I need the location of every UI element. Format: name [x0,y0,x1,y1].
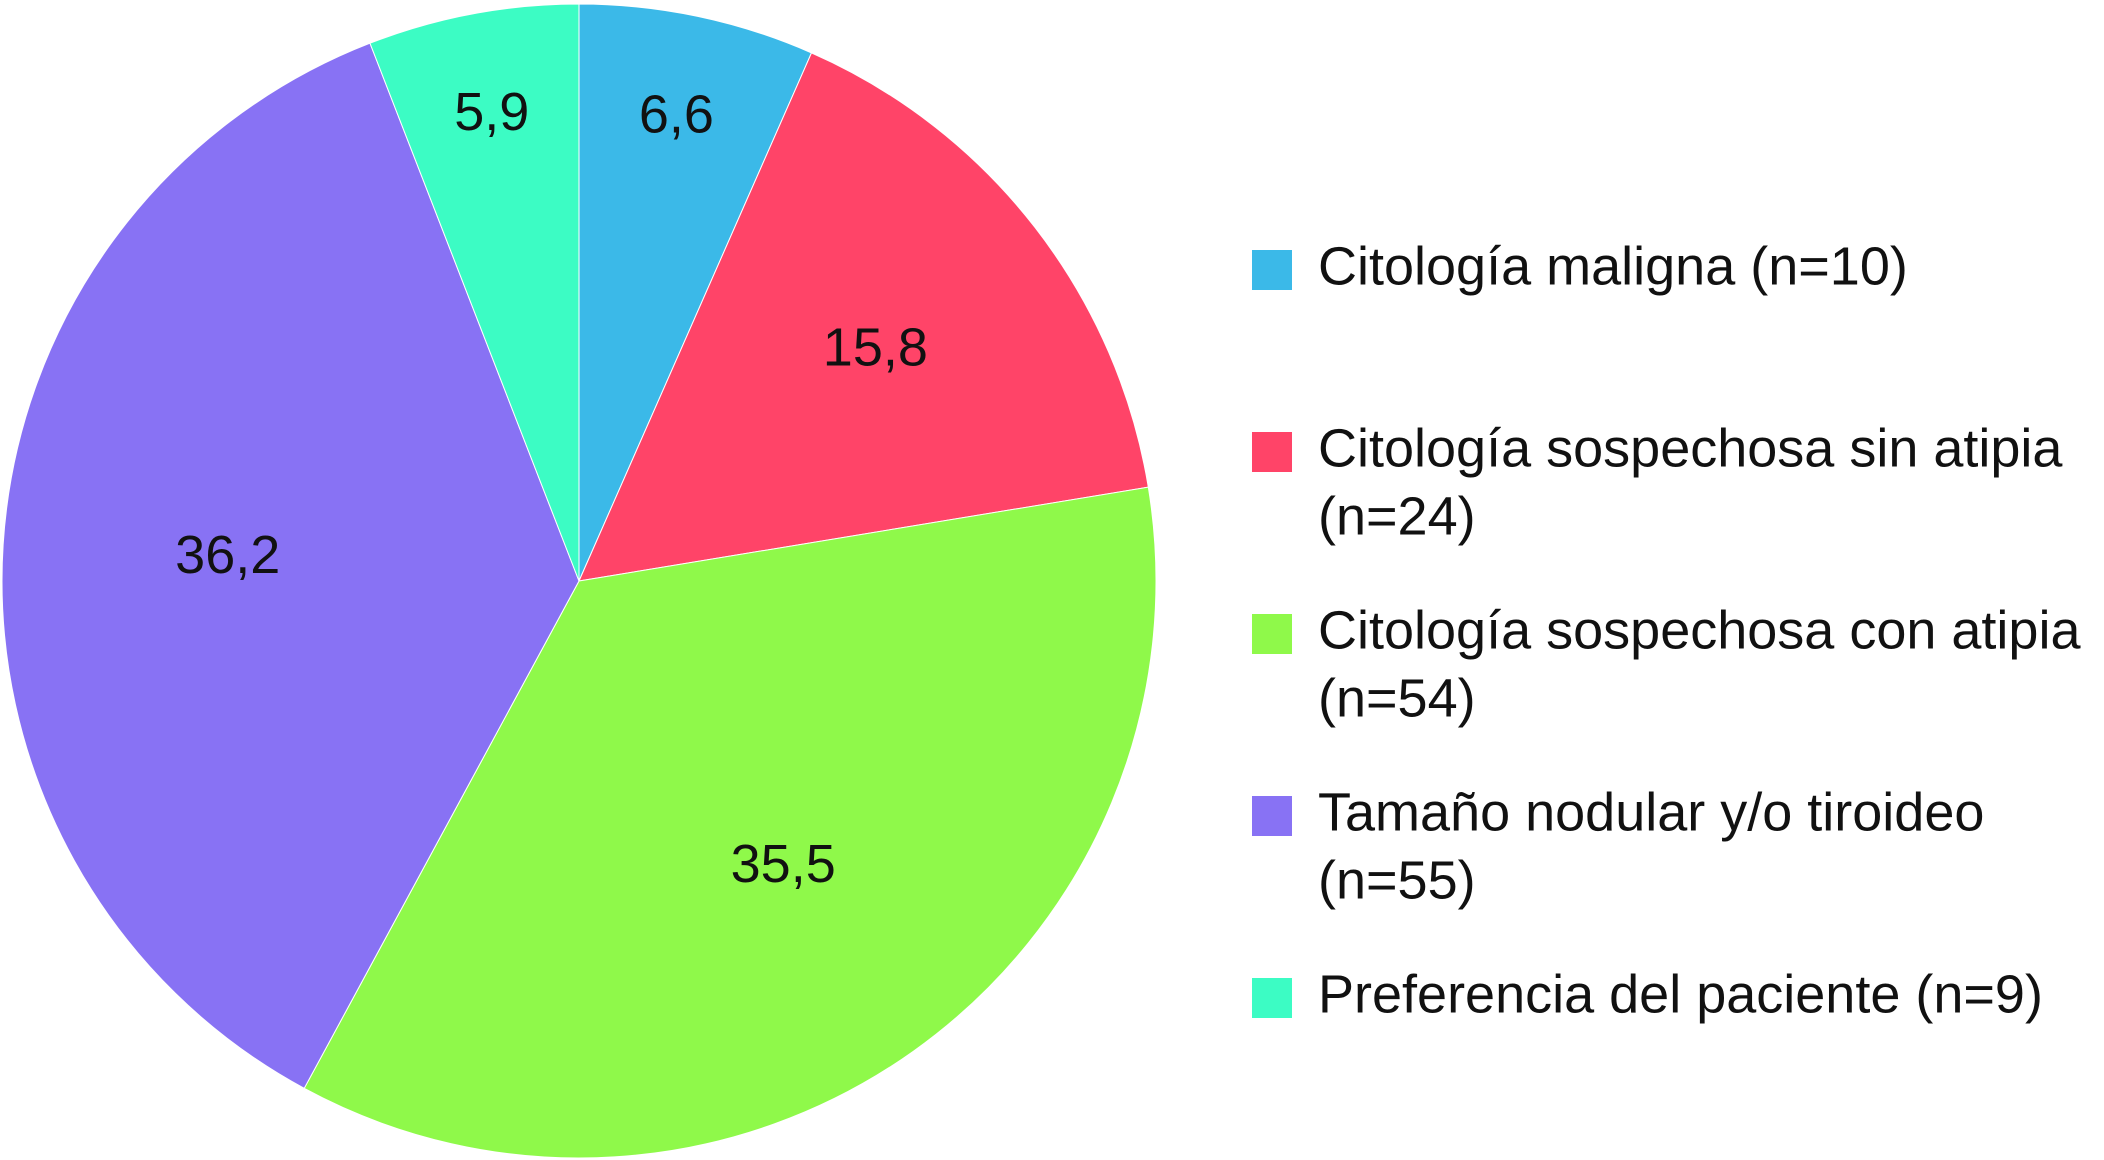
pie-slices [1,3,1157,1159]
slice-value-label: 5,9 [454,82,529,142]
legend-swatch [1252,796,1292,836]
slice-value-label: 15,8 [823,317,928,377]
legend-label: (n=24) [1318,486,1476,546]
pie-slice-4 [1,42,580,1090]
legend-label: Citología maligna (n=10) [1318,236,1908,296]
pie-slice-2 [578,52,1149,582]
pie-slice-5 [369,3,580,582]
legend-label: Citología sospechosa sin atipia [1318,418,2063,478]
legend-entry-2: Citología sospechosa sin atipia (n=24) [1252,418,2063,546]
slice-value-label: 6,6 [639,84,714,144]
legend-label: Preferencia del paciente (n=9) [1318,964,2043,1024]
legend-label: Citología sospechosa con atipia [1318,600,2081,660]
legend-swatch [1252,978,1292,1018]
slice-value-label: 35,5 [731,834,836,894]
slice-value-label: 36,2 [175,525,280,585]
pie-slice-3 [303,486,1157,1159]
legend-entry-4: Tamaño nodular y/o tiroideo (n=55) [1252,782,1984,910]
legend-swatch [1252,250,1292,290]
legend-label: (n=54) [1318,668,1476,728]
legend-swatch [1252,432,1292,472]
pie-slice-labels: 6,6 15,8 35,5 36,2 5,9 [175,82,928,894]
legend-entry-3: Citología sospechosa con atipia (n=54) [1252,600,2081,728]
legend-label: Tamaño nodular y/o tiroideo [1318,782,1984,842]
legend: Citología maligna (n=10) Citología sospec… [1252,236,2081,1024]
legend-swatch [1252,614,1292,654]
legend-label: (n=55) [1318,850,1476,910]
pie-slice-1 [578,3,813,582]
legend-entry-5: Preferencia del paciente (n=9) [1252,964,2043,1024]
legend-entry-1: Citología maligna (n=10) [1252,236,1908,296]
